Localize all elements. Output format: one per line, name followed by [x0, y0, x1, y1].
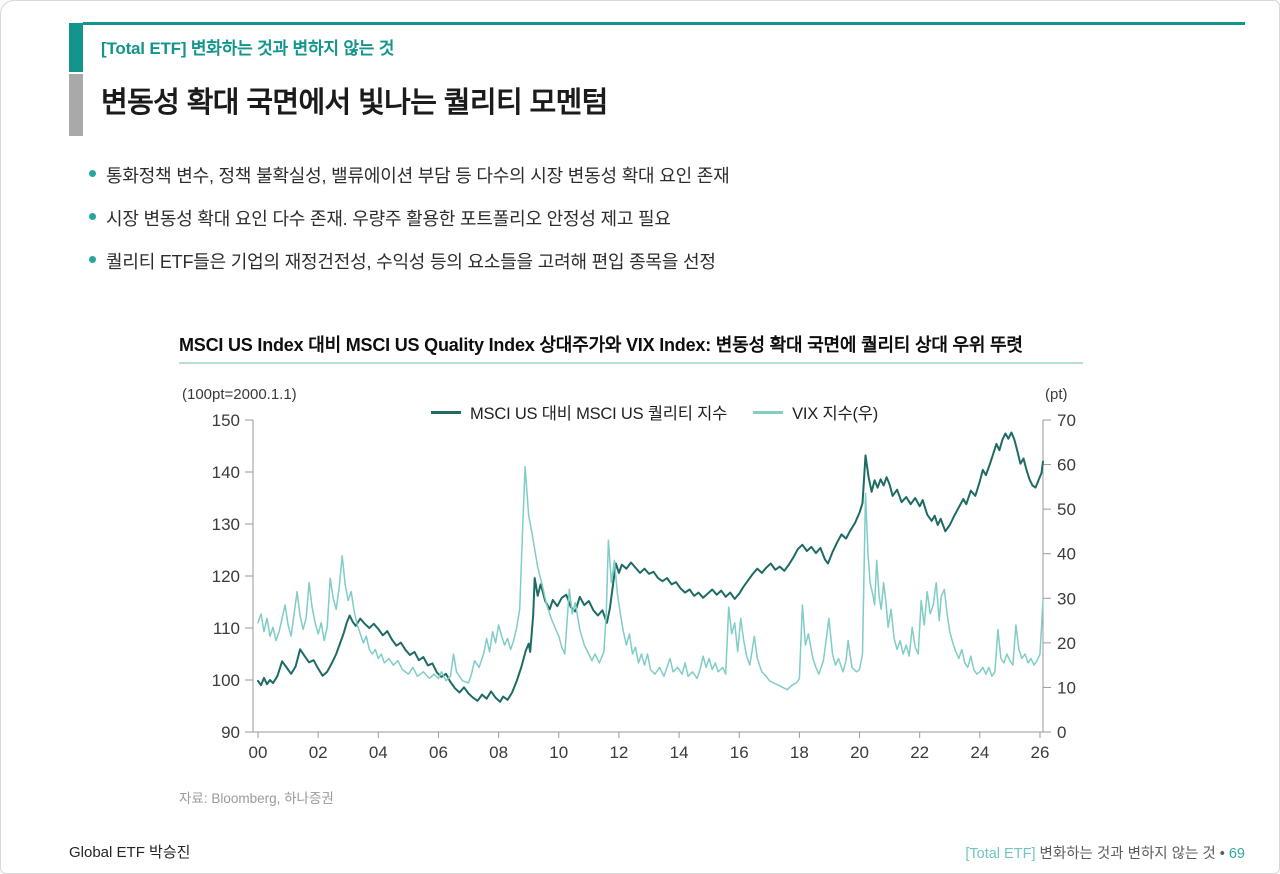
bullet-text: 퀄리티 ETF들은 기업의 재정건전성, 수익성 등의 요소들을 고려해 편입 …	[106, 252, 716, 272]
bullet-dot-icon	[89, 170, 96, 177]
legend-label-vix: VIX 지수(우)	[792, 405, 879, 423]
right-axis-unit-label: (pt)	[1045, 386, 1068, 403]
right-axis-tick-label: 50	[1057, 500, 1076, 519]
legend-label-quality: MSCI US 대비 MSCI US 퀄리티 지수	[470, 405, 728, 423]
x-axis-tick-label: 14	[670, 743, 689, 762]
x-axis-tick-label: 18	[790, 743, 809, 762]
left-axis-tick-label: 150	[212, 411, 240, 430]
bullet-item: 퀄리티 ETF들은 기업의 재정건전성, 수익성 등의 요소들을 고려해 편입 …	[89, 248, 729, 274]
x-axis-tick-label: 06	[429, 743, 448, 762]
left-axis-unit-label: (100pt=2000.1.1)	[182, 386, 297, 403]
x-axis-tick-label: 20	[850, 743, 869, 762]
header-kicker: [Total ETF] 변화하는 것과 변하지 않는 것	[101, 39, 395, 58]
bullet-list: 통화정책 변수, 정책 불확실성, 밸류에이션 부담 등 다수의 시장 변동성 …	[89, 162, 730, 291]
x-axis-tick-label: 12	[609, 743, 628, 762]
right-axis-tick-label: 70	[1057, 411, 1076, 430]
x-axis-tick-label: 10	[549, 743, 568, 762]
right-axis-tick-label: 10	[1057, 678, 1076, 697]
legend-item-quality: MSCI US 대비 MSCI US 퀄리티 지수	[431, 400, 727, 424]
bullet-dot-icon	[89, 256, 96, 263]
x-axis-tick-label: 26	[1031, 743, 1050, 762]
left-axis-tick-label: 100	[212, 671, 240, 690]
quality-series-line	[257, 431, 1044, 703]
left-axis-tick-label: 120	[212, 567, 240, 586]
chart-title: MSCI US Index 대비 MSCI US Quality Index 상…	[179, 335, 1023, 355]
left-axis-tick-label: 90	[221, 723, 240, 742]
x-axis-tick-label: 16	[730, 743, 749, 762]
top-accent-line	[83, 22, 1245, 25]
left-axis-tick-label: 140	[212, 463, 240, 482]
right-axis-tick-label: 0	[1057, 723, 1066, 742]
right-axis-tick-label: 60	[1057, 456, 1076, 475]
page-title: 변동성 확대 국면에서 빛나는 퀄리티 모멘텀	[101, 87, 608, 119]
vix-line-sample-icon	[753, 410, 784, 414]
bullet-text: 통화정책 변수, 정책 불확실성, 밸류에이션 부담 등 다수의 시장 변동성 …	[106, 166, 730, 186]
footer-author: Global ETF 박승진	[69, 844, 191, 861]
source-note: 자료: Bloomberg, 하나증권	[179, 791, 334, 806]
x-axis-tick-label: 22	[910, 743, 929, 762]
footer-page-number: 69	[1228, 846, 1245, 862]
quality-line-sample-icon	[431, 410, 461, 414]
left-axis-tick-label: 130	[212, 515, 240, 534]
left-axis-tick-label: 110	[213, 619, 240, 638]
right-axis-tick-label: 30	[1057, 589, 1076, 608]
vix-series-line	[257, 466, 1044, 691]
right-axis-tick-label: 40	[1057, 545, 1076, 564]
footer-section-info: [Total ETF] 변화하는 것과 변하지 않는 것 • 69	[965, 842, 1245, 863]
x-axis-tick-label: 02	[309, 743, 328, 762]
chart-legend: MSCI US 대비 MSCI US 퀄리티 지수 VIX 지수(우)	[431, 400, 878, 424]
chart-title-divider	[179, 362, 1083, 364]
bullet-item: 시장 변동성 확대 요인 다수 존재. 우량주 활용한 포트폴리오 안정성 제고…	[89, 205, 729, 231]
footer-separator: •	[1219, 846, 1225, 862]
right-axis-tick-label: 20	[1057, 634, 1076, 653]
bullet-dot-icon	[89, 213, 96, 220]
bullet-item: 통화정책 변수, 정책 불확실성, 밸류에이션 부담 등 다수의 시장 변동성 …	[89, 162, 730, 188]
x-axis-tick-label: 04	[369, 743, 388, 762]
header-accent-block-teal	[69, 23, 83, 72]
x-axis-tick-label: 08	[489, 743, 508, 762]
bullet-text: 시장 변동성 확대 요인 다수 존재. 우량주 활용한 포트폴리오 안정성 제고…	[106, 209, 671, 229]
footer-section-tag: [Total ETF]	[965, 846, 1036, 862]
x-axis-tick-label: 00	[249, 743, 268, 762]
legend-item-vix: VIX 지수(우)	[753, 400, 878, 424]
footer-section-title: 변화하는 것과 변하지 않는 것	[1039, 846, 1216, 862]
x-axis-tick-label: 24	[970, 743, 989, 762]
header-accent-block-gray	[69, 74, 83, 136]
